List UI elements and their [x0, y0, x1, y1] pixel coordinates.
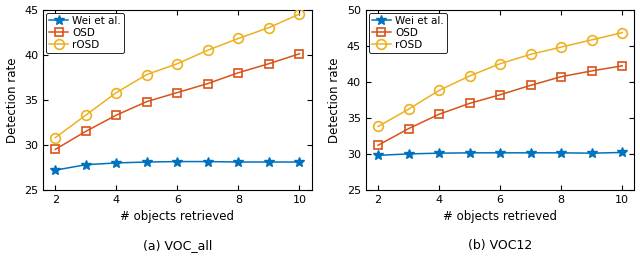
rOSD	[51, 136, 59, 139]
OSD	[404, 127, 412, 130]
rOSD	[435, 89, 443, 92]
OSD	[173, 91, 181, 94]
rOSD	[557, 45, 565, 49]
rOSD	[265, 26, 273, 29]
OSD	[82, 130, 90, 133]
Legend: Wei et al., OSD, rOSD: Wei et al., OSD, rOSD	[369, 13, 447, 53]
Line: Wei et al.: Wei et al.	[51, 157, 305, 175]
X-axis label: # objects retrieved: # objects retrieved	[443, 210, 557, 223]
OSD	[466, 102, 474, 105]
Wei et al.	[557, 151, 565, 154]
Wei et al.	[82, 163, 90, 166]
OSD	[527, 84, 534, 87]
Line: Wei et al.: Wei et al.	[373, 148, 627, 160]
Wei et al.	[235, 160, 243, 164]
Wei et al.	[204, 160, 212, 163]
rOSD	[374, 125, 382, 128]
OSD	[235, 71, 243, 74]
Wei et al.	[51, 168, 59, 172]
Wei et al.	[404, 152, 412, 155]
Y-axis label: Detection rate: Detection rate	[328, 57, 341, 143]
OSD	[435, 113, 443, 116]
rOSD	[496, 62, 504, 65]
Wei et al.	[435, 152, 443, 155]
Line: rOSD: rOSD	[51, 9, 305, 143]
OSD	[51, 148, 59, 151]
rOSD	[618, 31, 626, 34]
rOSD	[466, 74, 474, 77]
Wei et al.	[588, 152, 596, 155]
rOSD	[527, 53, 534, 56]
Y-axis label: Detection rate: Detection rate	[6, 57, 19, 143]
Legend: Wei et al., OSD, rOSD: Wei et al., OSD, rOSD	[46, 13, 124, 53]
Line: OSD: OSD	[374, 62, 627, 150]
rOSD	[143, 73, 150, 76]
rOSD	[296, 13, 303, 16]
rOSD	[588, 38, 596, 41]
Wei et al.	[296, 160, 303, 164]
rOSD	[204, 49, 212, 52]
OSD	[618, 64, 626, 68]
OSD	[143, 100, 150, 103]
Wei et al.	[173, 160, 181, 163]
Title: (a) VOC_all: (a) VOC_all	[143, 239, 212, 252]
OSD	[557, 75, 565, 78]
Title: (b) VOC12: (b) VOC12	[468, 239, 532, 252]
OSD	[204, 82, 212, 85]
Wei et al.	[265, 160, 273, 164]
rOSD	[404, 108, 412, 111]
OSD	[374, 144, 382, 147]
OSD	[496, 93, 504, 96]
Wei et al.	[618, 151, 626, 154]
rOSD	[235, 37, 243, 40]
Wei et al.	[527, 151, 534, 154]
Line: OSD: OSD	[51, 50, 303, 154]
rOSD	[113, 91, 120, 94]
Wei et al.	[466, 151, 474, 154]
Wei et al.	[496, 151, 504, 154]
Wei et al.	[374, 154, 382, 157]
rOSD	[173, 62, 181, 65]
OSD	[113, 113, 120, 117]
OSD	[296, 52, 303, 55]
Wei et al.	[113, 161, 120, 164]
OSD	[588, 69, 596, 73]
OSD	[265, 62, 273, 65]
Wei et al.	[143, 160, 150, 164]
rOSD	[82, 113, 90, 117]
Line: rOSD: rOSD	[373, 28, 627, 131]
X-axis label: # objects retrieved: # objects retrieved	[120, 210, 234, 223]
